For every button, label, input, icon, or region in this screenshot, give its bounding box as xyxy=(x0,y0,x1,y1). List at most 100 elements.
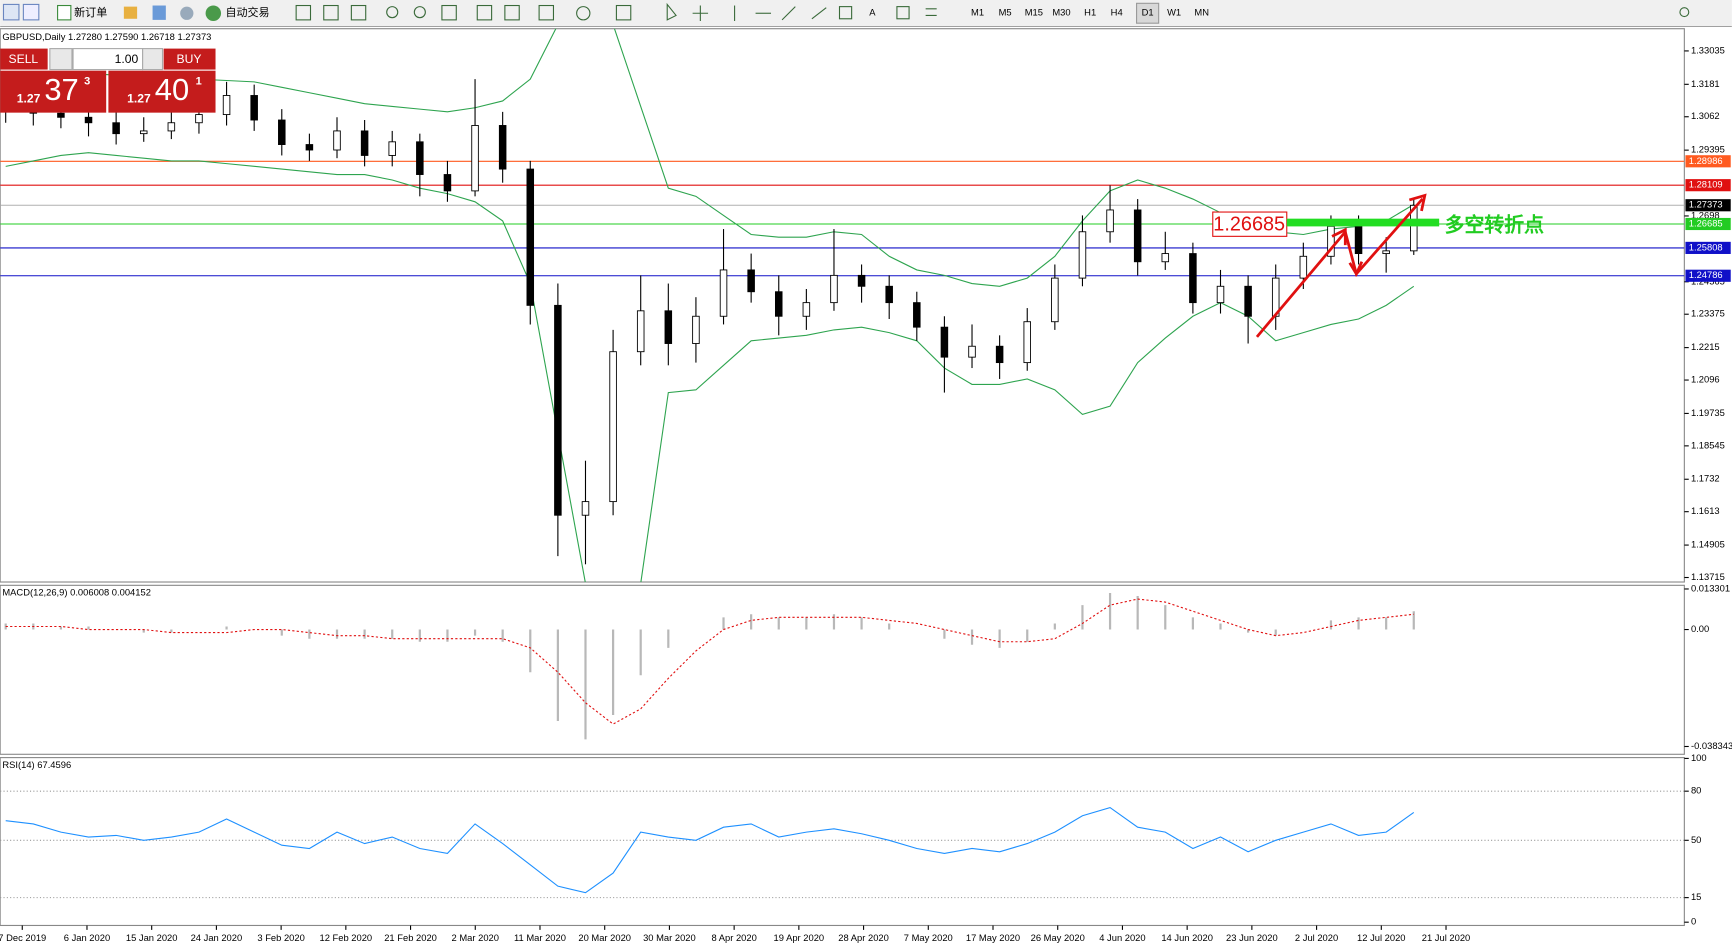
tool-icons[interactable] xyxy=(295,2,1690,21)
new-order[interactable]: 新订单 xyxy=(74,5,107,19)
lot-down[interactable] xyxy=(49,48,73,71)
candle-body xyxy=(333,130,341,151)
rsi-line xyxy=(5,806,1415,894)
auto-trading-icon[interactable] xyxy=(205,5,222,21)
x-tick-label: 15 Jan 2020 xyxy=(126,933,178,943)
level-label: 1.26685 xyxy=(1689,218,1723,228)
candle-body xyxy=(774,291,783,317)
icon[interactable] xyxy=(152,5,166,20)
candle-body xyxy=(471,125,479,192)
candle-body xyxy=(443,174,452,192)
x-tick-label: 6 Jan 2020 xyxy=(64,933,110,943)
candle-body xyxy=(830,274,838,304)
auto-trading[interactable]: 自动交易 xyxy=(225,5,269,19)
icon[interactable] xyxy=(123,6,138,19)
icon[interactable] xyxy=(2,3,20,21)
level-tag xyxy=(1685,155,1731,168)
timeframe[interactable]: MN xyxy=(1194,8,1209,18)
y-tick-label: 100 xyxy=(1691,753,1707,763)
candle-body xyxy=(1189,253,1197,304)
timeframe[interactable]: H4 xyxy=(1111,8,1123,18)
y-tick-label: 1.2096 xyxy=(1691,375,1720,385)
new-order-icon[interactable] xyxy=(57,4,72,21)
level-label: 1.28986 xyxy=(1689,156,1723,166)
x-tick-label: 30 Mar 2020 xyxy=(643,933,696,943)
y-tick-label: 1.33035 xyxy=(1691,45,1725,55)
timeframe[interactable]: M5 xyxy=(999,8,1012,18)
level-tag xyxy=(1685,241,1731,254)
sell-price-box[interactable] xyxy=(0,70,107,113)
level-label: 1.25808 xyxy=(1689,242,1723,252)
lot-up[interactable] xyxy=(142,48,164,71)
candle-body xyxy=(278,119,286,145)
candle-body xyxy=(416,141,424,175)
candle-body xyxy=(167,122,176,132)
buy-button[interactable] xyxy=(163,48,216,70)
y-tick-label: 1.19735 xyxy=(1691,408,1725,418)
sell-button[interactable] xyxy=(0,48,48,70)
rsi-header: RSI(14) 67.4596 xyxy=(2,760,71,770)
candle-body xyxy=(195,114,203,124)
text-tool[interactable]: A xyxy=(869,8,876,18)
lot-value[interactable]: 1.00 xyxy=(115,52,139,66)
chart-header: GBPUSD,Daily 1.27280 1.27590 1.26718 1.2… xyxy=(2,32,211,42)
candle-body xyxy=(305,144,314,151)
candle-body xyxy=(857,274,866,287)
candle-body xyxy=(995,345,1004,364)
timeframe[interactable]: H1 xyxy=(1084,8,1096,18)
timeframe[interactable]: M15 xyxy=(1025,8,1043,18)
y-tick-label: 1.3181 xyxy=(1691,79,1720,89)
x-tick-label: 8 Apr 2020 xyxy=(711,933,756,943)
y-tick-label: 1.23375 xyxy=(1691,309,1725,319)
candle-body xyxy=(1078,231,1087,279)
candle-body xyxy=(1023,321,1031,364)
x-tick-label: 20 Mar 2020 xyxy=(578,933,631,943)
candle-body xyxy=(885,285,893,304)
rsi-panel xyxy=(0,757,1685,927)
icon[interactable] xyxy=(180,6,194,20)
y-tick-label: 0.00 xyxy=(1691,624,1709,634)
x-tick-label: 2 Jul 2020 xyxy=(1295,933,1338,943)
x-tick-label: 2 Mar 2020 xyxy=(452,933,499,943)
candle-body xyxy=(1354,225,1363,255)
buy-price-pips: 40 xyxy=(155,72,189,107)
y-tick-label: 0.013301 xyxy=(1691,583,1730,593)
buy-price-box[interactable] xyxy=(108,70,216,113)
timeframe[interactable]: D1 xyxy=(1142,8,1154,18)
x-tick-label: 21 Jul 2020 xyxy=(1422,933,1470,943)
timeframe[interactable]: M30 xyxy=(1052,8,1070,18)
y-tick-label: 0 xyxy=(1691,917,1696,927)
x-tick-label: 12 Feb 2020 xyxy=(320,933,373,943)
y-tick-label: 1.13715 xyxy=(1691,572,1725,582)
buy-label[interactable]: BUY xyxy=(177,52,202,66)
x-tick-label: 21 Feb 2020 xyxy=(384,933,437,943)
candle-body xyxy=(1133,209,1142,263)
bollinger-lower xyxy=(5,152,1415,583)
candle-body xyxy=(719,269,728,317)
candle-body xyxy=(1216,285,1225,304)
sell-price-big: 1.27 xyxy=(17,92,41,106)
y-tick-label: 80 xyxy=(1691,786,1701,796)
timeframe[interactable]: W1 xyxy=(1167,8,1181,18)
toolbar xyxy=(0,0,1732,27)
candle-body xyxy=(609,351,617,503)
candle-body xyxy=(526,168,535,306)
macd-panel xyxy=(0,584,1685,755)
icon[interactable] xyxy=(22,3,40,21)
candle-body xyxy=(388,141,396,156)
x-tick-label: 7 Dec 2019 xyxy=(0,933,46,943)
candle-body xyxy=(222,95,231,116)
macd-header: MACD(12,26,9) 0.006008 0.004152 xyxy=(2,588,151,598)
x-tick-label: 11 Mar 2020 xyxy=(514,933,566,943)
sell-label[interactable]: SELL xyxy=(9,52,39,66)
candle-body xyxy=(112,122,120,135)
y-tick-label: 1.2698 xyxy=(1691,210,1720,220)
candle-body xyxy=(1410,204,1418,252)
y-tick-label: 50 xyxy=(1691,835,1701,845)
level-label: 1.28109 xyxy=(1689,180,1723,190)
sell-price-pips: 37 xyxy=(44,72,78,107)
candle-body xyxy=(802,302,811,317)
timeframe[interactable]: M1 xyxy=(971,8,984,18)
annotation-price: 1.26685 xyxy=(1213,214,1285,236)
